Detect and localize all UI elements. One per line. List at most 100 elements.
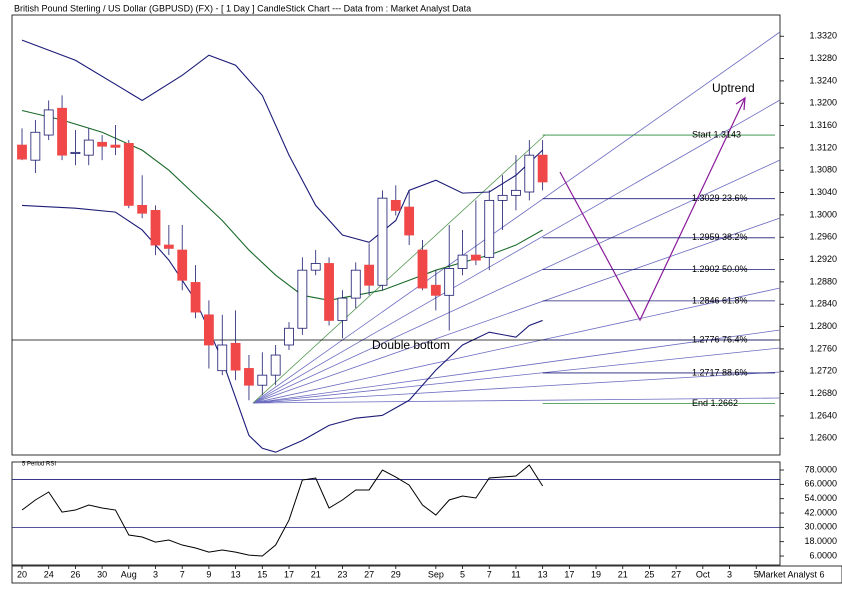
candle-body (337, 297, 348, 321)
candle-body (457, 254, 468, 269)
x-tick-label: 24 (44, 569, 54, 579)
y-tick-label: 1.2640 (809, 410, 837, 420)
rsi-title: 5 Period RSI (22, 462, 56, 468)
candle-body (204, 314, 214, 346)
x-tick-label: 13 (231, 569, 241, 579)
y-tick-label: 1.3000 (809, 209, 837, 219)
fan-line (252, 217, 781, 404)
y-tick-label: 1.2680 (809, 388, 837, 398)
x-tick-label: 26 (70, 569, 80, 579)
candle-body (484, 199, 495, 258)
candle-body (444, 268, 455, 296)
x-tick-label: 25 (644, 569, 654, 579)
y-tick-label: 1.3040 (809, 187, 837, 197)
candle-body (30, 131, 41, 161)
fan-line (252, 99, 781, 404)
candle-body (430, 284, 441, 296)
x-tick-label: 3 (727, 569, 732, 579)
fan-line (252, 287, 781, 404)
projection-path (559, 97, 746, 322)
candle-body (17, 144, 27, 160)
x-tick-label: 9 (206, 569, 211, 579)
fan-line (252, 159, 781, 404)
candle-body (150, 210, 161, 246)
y-tick-label: 1.2720 (809, 366, 837, 376)
candle-body (123, 143, 134, 206)
fan-line (252, 347, 781, 404)
candle-body (377, 197, 388, 286)
candle-body (244, 368, 254, 386)
fib-label: 1.3029 23.6% (692, 193, 748, 203)
x-tick-label: 21 (311, 569, 321, 579)
candle-body (297, 269, 308, 329)
candle-body (417, 249, 428, 289)
y-tick-label: 1.2760 (809, 343, 837, 353)
candle-body (110, 144, 121, 148)
y-tick-label: 66.0000 (804, 479, 837, 489)
candle-body (310, 263, 321, 271)
candle-body (177, 249, 188, 281)
fib-label: 1.2717 88.6% (692, 367, 748, 377)
chart-title: British Pound Sterling / US Dollar (GBPU… (14, 3, 471, 13)
y-tick-label: 6.0000 (809, 550, 837, 560)
x-tick-label: 5 (754, 569, 759, 579)
y-tick-label: 1.3080 (809, 165, 837, 175)
y-tick-label: 1.2960 (809, 232, 837, 242)
y-tick-label: 1.3200 (809, 98, 837, 108)
x-tick-label: 20 (17, 569, 27, 579)
x-tick-label: Oct (696, 569, 711, 579)
candle-body (217, 344, 228, 372)
footer-note: Market Analyst 6 (758, 569, 825, 579)
x-tick-label: 19 (591, 569, 601, 579)
x-tick-label: 17 (564, 569, 574, 579)
x-tick-label: 29 (391, 569, 401, 579)
x-tick-label: 7 (487, 569, 492, 579)
y-tick-label: 1.3240 (809, 75, 837, 85)
main-frame (11, 14, 781, 456)
y-tick-label: 1.3160 (809, 120, 837, 130)
candle-body (497, 194, 508, 201)
x-axis-frame (11, 565, 842, 584)
candle-body (57, 107, 67, 156)
y-tick-label: 54.0000 (804, 493, 837, 503)
candle-body (284, 327, 294, 346)
candle-body (470, 254, 481, 261)
candle-body (97, 141, 108, 147)
y-tick-label: 18.0000 (804, 536, 837, 546)
x-tick-label: 17 (284, 569, 294, 579)
x-tick-label: 13 (538, 569, 548, 579)
fib-label: Start 1.3143 (692, 129, 741, 139)
band-line (21, 39, 544, 243)
x-tick-label: 3 (153, 569, 158, 579)
x-tick-label: 7 (180, 569, 185, 579)
candle-body (404, 206, 415, 236)
fan-line (252, 329, 781, 404)
candle-body (350, 269, 361, 299)
candle-body (257, 374, 268, 386)
projection-arrow (735, 96, 746, 111)
candle-body (163, 244, 174, 249)
y-tick-label: 1.2880 (809, 276, 837, 286)
candle-body (43, 109, 54, 136)
y-tick-label: 1.3320 (809, 31, 837, 41)
y-tick-label: 30.0000 (804, 522, 837, 532)
fan-line (252, 371, 781, 404)
annotation: Uptrend (712, 81, 755, 95)
y-tick-label: 1.2920 (809, 254, 837, 264)
fan-line (252, 397, 781, 404)
x-tick-label: 23 (337, 569, 347, 579)
y-tick-label: 1.2800 (809, 321, 837, 331)
candle-body (511, 189, 521, 196)
candle-body (230, 342, 241, 371)
y-tick-label: 1.3120 (809, 142, 837, 152)
fib-label: 1.2902 50.0% (692, 264, 748, 274)
rsi-line (21, 464, 544, 557)
x-tick-label: Sep (428, 569, 444, 579)
x-tick-label: 27 (364, 569, 374, 579)
fib-label: 1.2959 38.2% (692, 232, 748, 242)
candle-body (137, 205, 148, 214)
candle-body (324, 263, 334, 321)
y-tick-label: 42.0000 (804, 507, 837, 517)
fib-label: 1.2776 76.4% (692, 334, 748, 344)
x-tick-label: 21 (618, 569, 628, 579)
